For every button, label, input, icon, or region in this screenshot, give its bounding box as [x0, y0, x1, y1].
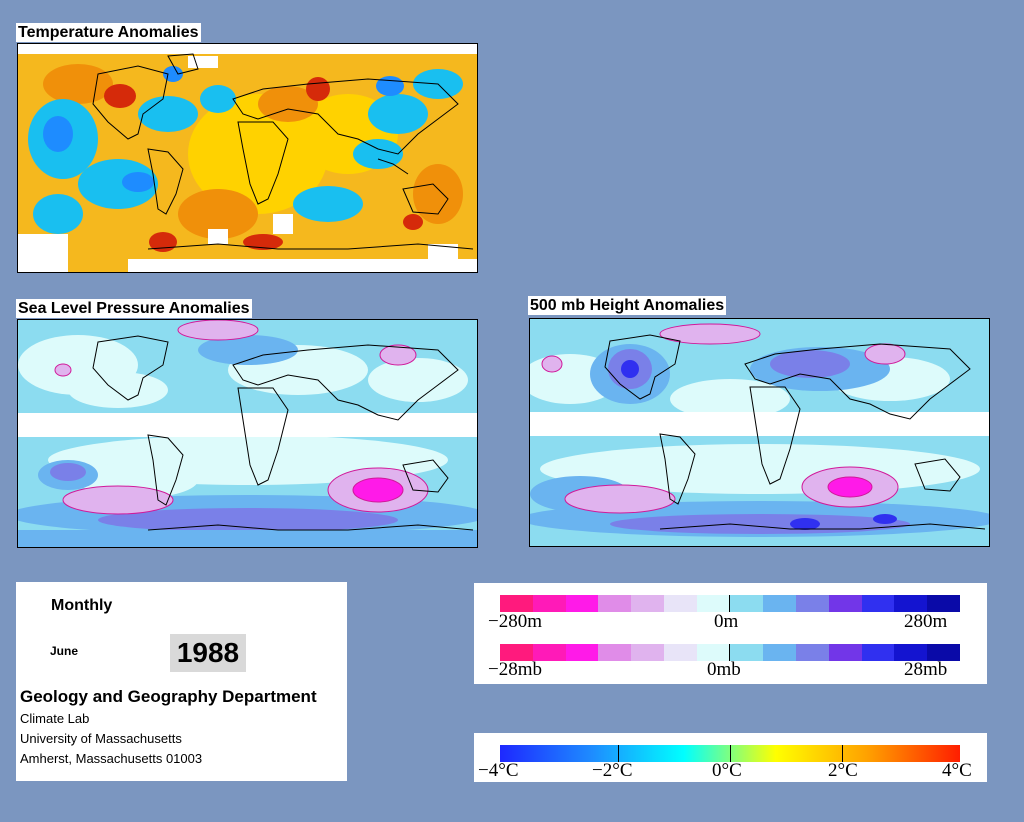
- temp-label-m2: −2°C: [592, 760, 633, 781]
- height-scale-swatch: [500, 595, 533, 612]
- height-label-zero: 0m: [714, 611, 739, 632]
- pressure-scale-swatch: [861, 644, 895, 661]
- pressure-scale-swatch: [532, 644, 566, 661]
- pressure-label-zero: 0mb: [707, 659, 741, 680]
- temperature-legend: −4°C −2°C 0°C 2°C 4°C: [474, 733, 987, 782]
- sea-level-pressure-anomaly-map: [17, 319, 478, 548]
- period-label: Monthly: [51, 597, 113, 614]
- pressure-scale-swatch: [729, 644, 764, 661]
- temp-tick-2: [730, 745, 731, 762]
- height-scale-swatch: [696, 595, 730, 612]
- temperature-anomaly-map: [17, 43, 478, 273]
- pressure-scale-swatch: [763, 644, 797, 661]
- slp-map-title: Sea Level Pressure Anomalies: [16, 299, 252, 318]
- address-label: Amherst, Massachusetts 01003: [20, 751, 203, 766]
- height-color-scale: [500, 595, 960, 612]
- temperature-map-title: Temperature Anomalies: [16, 23, 201, 42]
- height-scale-swatch: [927, 595, 960, 612]
- pressure-label-min: −28mb: [488, 659, 542, 680]
- height-scale-swatch: [894, 595, 928, 612]
- department-label: Geology and Geography Department: [20, 687, 317, 706]
- height-label-max: 280m: [904, 611, 948, 632]
- height-pressure-legend: −280m 0m 280m −28mb 0mb 28mb: [474, 583, 987, 684]
- 500mb-height-anomaly-map: [529, 318, 990, 547]
- pressure-scale-swatch: [565, 644, 599, 661]
- height-scale-swatch: [763, 595, 797, 612]
- info-panel: Monthly June 1988 Geology and Geography …: [16, 582, 347, 781]
- pressure-scale-swatch: [927, 644, 960, 661]
- month-label: June: [50, 644, 79, 658]
- height-scale-swatch: [828, 595, 862, 612]
- temp-label-4: 4°C: [942, 760, 972, 781]
- pressure-scale-swatch: [500, 644, 533, 661]
- temp-tick-1: [618, 745, 619, 762]
- temp-label-m4: −4°C: [478, 760, 519, 781]
- temperature-color-scale: [500, 745, 960, 762]
- temp-tick-3: [842, 745, 843, 762]
- temp-label-0: 0°C: [712, 760, 742, 781]
- pressure-scale-swatch: [631, 644, 664, 661]
- height-label-min: −280m: [488, 611, 542, 632]
- pressure-scale-swatch: [828, 644, 862, 661]
- height-map-title: 500 mb Height Anomalies: [528, 296, 727, 315]
- pressure-scale-swatch: [663, 644, 697, 661]
- height-scale-swatch: [631, 595, 664, 612]
- height-scale-swatch: [598, 595, 632, 612]
- height-scale-swatch: [796, 595, 829, 612]
- pressure-scale-swatch: [894, 644, 928, 661]
- pressure-color-scale: [500, 644, 960, 661]
- lab-label: Climate Lab: [20, 711, 90, 726]
- height-scale-swatch: [565, 595, 599, 612]
- height-scale-swatch: [729, 595, 764, 612]
- university-label: University of Massachusetts: [20, 731, 182, 746]
- pressure-scale-swatch: [696, 644, 730, 661]
- pressure-label-max: 28mb: [904, 659, 948, 680]
- height-scale-swatch: [861, 595, 895, 612]
- pressure-scale-swatch: [598, 644, 632, 661]
- height-scale-swatch: [663, 595, 697, 612]
- pressure-scale-swatch: [796, 644, 829, 661]
- year-label: 1988: [170, 634, 246, 672]
- height-scale-swatch: [532, 595, 566, 612]
- temp-label-2: 2°C: [828, 760, 858, 781]
